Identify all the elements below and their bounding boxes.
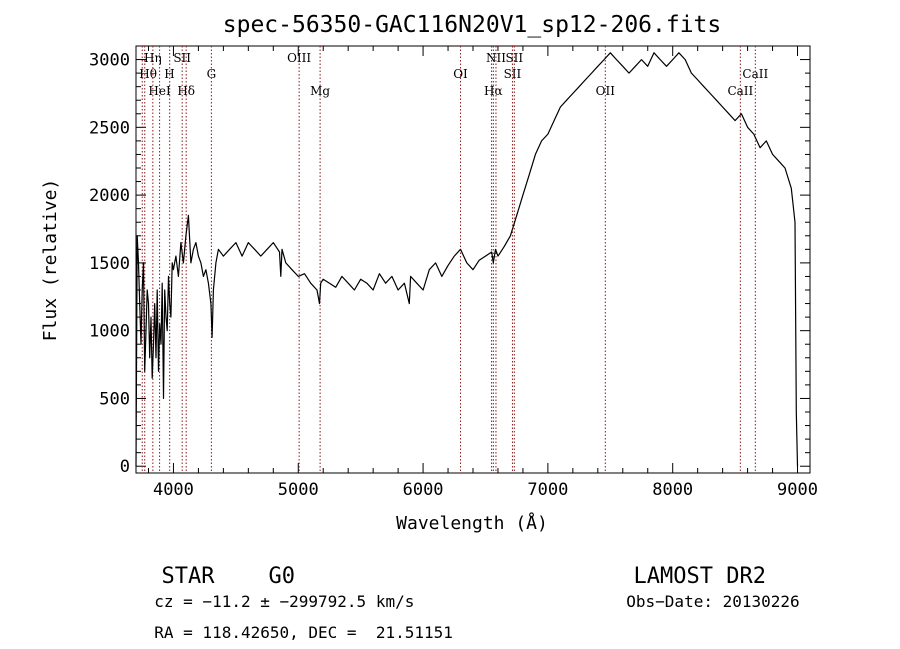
line-annotation: NII bbox=[486, 51, 506, 65]
spectrum-series-line bbox=[135, 52, 799, 467]
line-annotation: H bbox=[164, 67, 174, 81]
object-class: STAR bbox=[135, 539, 215, 589]
x-tick-label: 9000 bbox=[777, 480, 818, 500]
velocity-text: cz = −11.2 ± −299792.5 km/s bbox=[154, 592, 415, 611]
y-tick-label: 0 bbox=[120, 457, 130, 477]
y-axis-label: Flux (relative) bbox=[40, 179, 61, 342]
y-tick-label: 1500 bbox=[89, 254, 130, 274]
spectrum-chart: spec-56350-GAC116N20V1_sp12-206.fits 400… bbox=[40, 12, 818, 534]
velocity-readout: cz = −11.2 ± −299792.5 km/s bbox=[135, 573, 414, 611]
coordinates-text: RA = 118.42650, DEC = 21.51151 bbox=[154, 623, 453, 642]
obs-date: Obs−Date: 20130226 bbox=[607, 573, 800, 611]
line-annotation: SII bbox=[505, 51, 523, 65]
line-annotation: Hη bbox=[144, 51, 162, 65]
x-axis-label: Wavelength (Å) bbox=[396, 512, 548, 534]
coordinates-readout: RA = 118.42650, DEC = 21.51151 bbox=[135, 604, 453, 642]
x-tick-label: 7000 bbox=[527, 480, 568, 500]
y-tick-label: 500 bbox=[99, 389, 130, 409]
line-annotation: Hα bbox=[484, 84, 503, 98]
spectral-subclass-label: G0 bbox=[268, 564, 296, 589]
x-tick-label: 4000 bbox=[153, 480, 194, 500]
line-annotation: G bbox=[207, 67, 217, 81]
x-tick-label: 6000 bbox=[403, 480, 444, 500]
line-annotation: Hθ bbox=[139, 67, 157, 81]
y-tick-label: 3000 bbox=[89, 51, 130, 71]
y-tick-label: 1000 bbox=[89, 322, 130, 342]
y-tick-label: 2500 bbox=[89, 118, 130, 138]
line-annotation: OI bbox=[453, 67, 468, 81]
spectral-subclass: G0 bbox=[242, 539, 296, 589]
obs-date-text: Obs−Date: 20130226 bbox=[626, 592, 800, 611]
line-annotation: Hδ bbox=[177, 84, 195, 98]
plot-frame bbox=[135, 45, 811, 474]
line-annotation: OII bbox=[596, 84, 616, 98]
x-tick-label: 5000 bbox=[278, 480, 319, 500]
line-annotation: OIII bbox=[287, 51, 311, 65]
line-annotation: HeI bbox=[148, 84, 171, 98]
survey-name: LAMOST DR2 bbox=[607, 539, 766, 589]
y-tick-label: 2000 bbox=[89, 186, 130, 206]
chart-title: spec-56350-GAC116N20V1_sp12-206.fits bbox=[223, 12, 722, 38]
object-class-label: STAR bbox=[161, 564, 215, 589]
line-annotation: SII bbox=[173, 51, 191, 65]
survey-name-label: LAMOST DR2 bbox=[633, 564, 766, 589]
line-annotation: Mg bbox=[310, 84, 330, 98]
line-annotation: CaII bbox=[727, 84, 753, 98]
line-annotation: CaII bbox=[742, 67, 768, 81]
x-tick-label: 8000 bbox=[652, 480, 693, 500]
line-annotation: SII bbox=[504, 67, 522, 81]
plot-area: 4000 5000 6000 7000 8000 9000 0 500 1000 1500 2000… bbox=[89, 45, 818, 500]
